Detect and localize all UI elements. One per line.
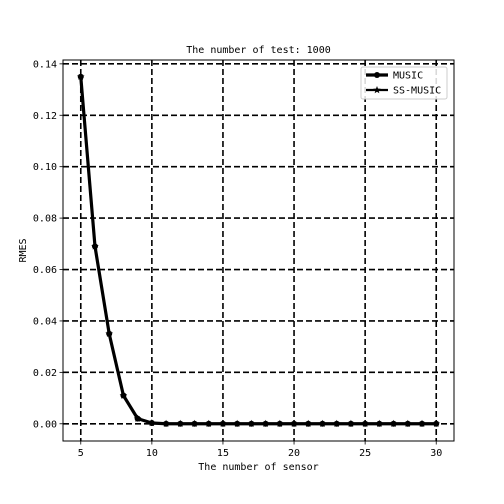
data-point bbox=[332, 419, 341, 428]
y-tick-label: 0.14 bbox=[33, 59, 57, 70]
data-point bbox=[162, 419, 170, 428]
y-tick-label: 0.04 bbox=[33, 316, 57, 327]
y-axis-label: RMES bbox=[18, 238, 29, 262]
data-point bbox=[389, 419, 398, 428]
data-point bbox=[105, 329, 114, 338]
data-point bbox=[361, 419, 369, 428]
y-tick-label: 0.02 bbox=[33, 368, 57, 379]
x-tick-label: 20 bbox=[288, 448, 300, 459]
data-point bbox=[119, 391, 128, 399]
data-point bbox=[219, 419, 227, 428]
x-tick-label: 15 bbox=[217, 448, 229, 459]
data-point bbox=[133, 414, 142, 422]
legend-label: MUSIC bbox=[393, 71, 423, 82]
x-tick-label: 10 bbox=[146, 448, 158, 459]
y-tick-label: 0.06 bbox=[33, 265, 57, 276]
x-tick-label: 25 bbox=[359, 448, 371, 459]
data-point bbox=[290, 419, 298, 428]
x-axis-label: The number of sensor bbox=[198, 462, 318, 473]
data-point bbox=[76, 72, 85, 80]
series-line bbox=[79, 75, 438, 425]
legend-label: SS-MUSIC bbox=[393, 86, 441, 97]
data-point bbox=[176, 419, 185, 428]
data-point bbox=[91, 242, 99, 250]
series-layer bbox=[76, 72, 441, 428]
data-point bbox=[432, 419, 441, 428]
data-point bbox=[347, 419, 355, 428]
data-point bbox=[233, 419, 241, 428]
y-tick-label: 0.08 bbox=[33, 214, 57, 225]
data-point bbox=[204, 419, 213, 428]
data-point bbox=[148, 419, 156, 427]
legend-marker bbox=[373, 86, 381, 94]
plot-area-frame bbox=[62, 59, 455, 442]
legend-marker bbox=[374, 72, 380, 78]
data-point bbox=[276, 419, 284, 428]
data-point bbox=[318, 419, 327, 428]
data-point bbox=[375, 419, 384, 428]
data-point bbox=[261, 419, 270, 428]
data-point bbox=[304, 419, 313, 428]
data-point bbox=[418, 419, 426, 428]
y-tick-label: 0.00 bbox=[33, 419, 57, 430]
data-point bbox=[247, 419, 256, 428]
legend: MUSIC SS-MUSIC bbox=[360, 66, 448, 100]
data-point bbox=[190, 419, 199, 428]
x-tick-label: 5 bbox=[78, 448, 84, 459]
chart-title: The number of test: 1000 bbox=[186, 45, 331, 56]
y-tick-label: 0.10 bbox=[33, 162, 57, 173]
x-tick-label: 30 bbox=[430, 448, 442, 459]
grid-lines bbox=[63, 60, 454, 441]
axis-ticks: 5 10 15 20 25 30 0.00 0.02 0.04 0.06 0.08 0.10 0.12 0… bbox=[33, 59, 442, 459]
y-tick-label: 0.12 bbox=[33, 111, 57, 122]
data-point bbox=[403, 419, 412, 428]
